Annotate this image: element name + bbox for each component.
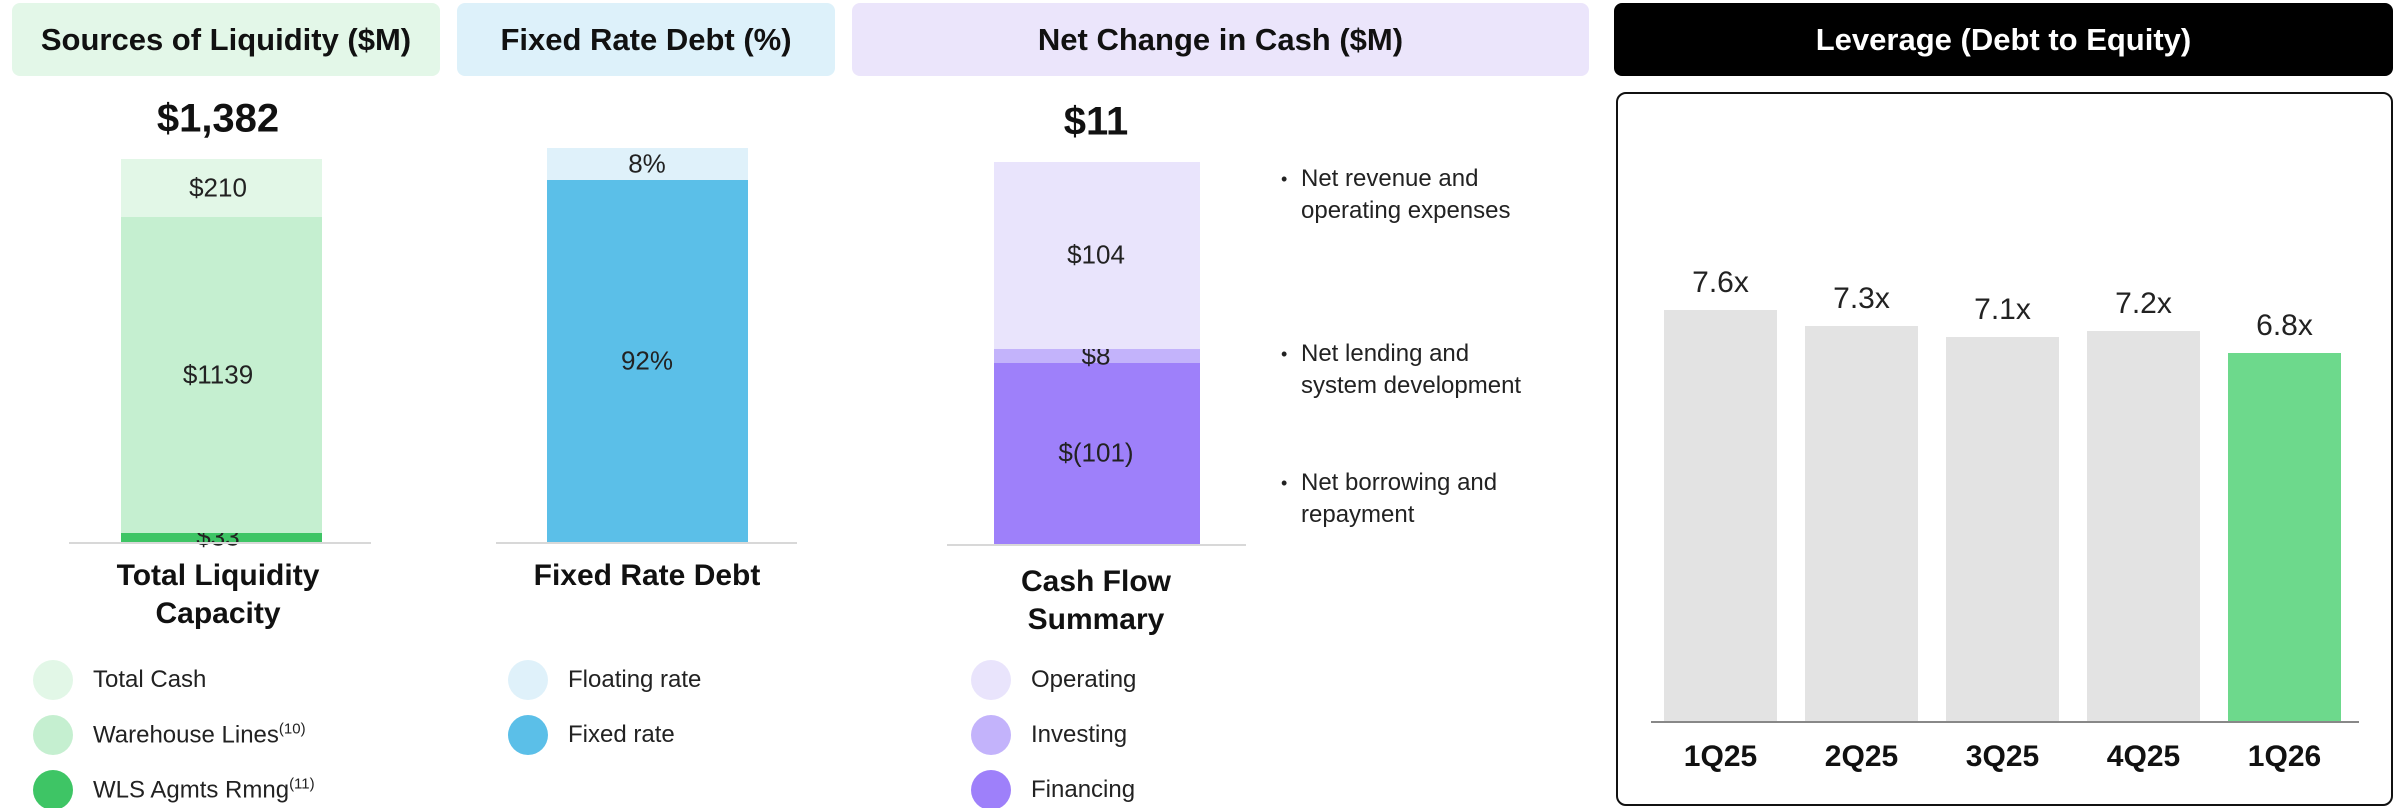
panel-header: Fixed Rate Debt (%) <box>457 3 835 76</box>
panel-header: Sources of Liquidity ($M) <box>12 3 440 76</box>
bar <box>2228 353 2341 721</box>
baseline <box>947 544 1246 546</box>
bar-segment <box>994 348 1200 363</box>
category-label: Total Liquidity Capacity <box>116 559 320 630</box>
bar <box>1946 336 2059 721</box>
data-label: 92% <box>620 345 674 376</box>
data-label: 7.2x <box>2115 287 2172 321</box>
legend-swatch <box>508 715 548 755</box>
bar-segment <box>547 148 748 180</box>
legend-swatch <box>508 660 548 700</box>
legend-label: Total Cash <box>93 666 206 694</box>
legend-label: Floating rate <box>568 666 701 694</box>
data-label: 7.6x <box>1692 265 1749 299</box>
x-tick-label: 1Q26 <box>2247 740 2322 773</box>
bar <box>2087 331 2200 721</box>
annotation: Net revenue and operating expenses <box>1281 163 1541 227</box>
data-label: 7.3x <box>1833 282 1890 316</box>
legend-text: Warehouse Lines <box>93 721 279 749</box>
legend-swatch <box>33 770 73 808</box>
data-label: 6.8x <box>2256 309 2313 343</box>
bar <box>1805 326 1918 721</box>
annotation: Net borrowing and repayment <box>1281 467 1541 531</box>
chart-frame <box>1616 92 2393 806</box>
footnote: (10) <box>278 720 306 738</box>
bar-segment <box>121 159 322 218</box>
x-tick-label: 4Q25 <box>2106 740 2181 773</box>
panel-header: Net Change in Cash ($M) <box>852 3 1589 76</box>
bar-segment <box>121 217 322 533</box>
legend-label: Financing <box>1031 776 1135 804</box>
data-label: 8% <box>628 148 666 179</box>
bar-segment <box>121 532 322 542</box>
baseline <box>69 542 371 544</box>
legend-text: Financing <box>1031 776 1136 803</box>
legend-text: Floating rate <box>568 666 702 693</box>
x-tick-label: 3Q25 <box>1965 740 2040 773</box>
legend-label: Operating <box>1031 666 1136 694</box>
x-tick-label: 2Q25 <box>1824 740 1899 773</box>
legend-text: WLS Agmts Rmng <box>93 776 290 804</box>
legend-swatch <box>971 715 1011 755</box>
panel-header: Leverage (Debt to Equity) <box>1614 3 2393 76</box>
legend-label: Investing <box>1031 721 1127 749</box>
axis-line <box>1651 721 2359 723</box>
legend-swatch <box>33 660 73 700</box>
legend-swatch <box>33 715 73 755</box>
total-label: $1,382 <box>156 96 280 141</box>
legend-label: Fixed rate <box>568 721 675 749</box>
annotation: Net lending and system development <box>1281 338 1541 402</box>
legend-swatch <box>971 660 1011 700</box>
data-label: $(101) <box>1058 437 1134 468</box>
legend-swatch <box>971 770 1011 808</box>
category-label: Fixed Rate Debt <box>533 559 761 592</box>
bar-segment <box>547 179 748 542</box>
x-tick-label: 1Q25 <box>1683 740 1758 773</box>
legend-text: Investing <box>1031 721 1128 748</box>
legend-text: Total Cash <box>93 666 207 693</box>
bar-segment <box>994 162 1200 349</box>
baseline <box>496 542 797 544</box>
legend-text: Operating <box>1031 666 1137 693</box>
legend-label: WLS Agmts Rmng(11) <box>93 776 315 805</box>
data-label: $104 <box>1067 239 1125 270</box>
data-label: $1139 <box>182 359 254 390</box>
bar <box>1664 309 1777 721</box>
data-label: $210 <box>189 172 247 203</box>
total-label: $11 <box>1063 99 1129 144</box>
category-label: Cash Flow Summary <box>1020 565 1171 636</box>
legend-text: Fixed rate <box>568 721 675 748</box>
footnote: (11) <box>289 775 315 793</box>
legend-label: Warehouse Lines(10) <box>93 721 306 750</box>
data-label: 7.1x <box>1974 292 2031 326</box>
bar-segment <box>994 362 1200 544</box>
